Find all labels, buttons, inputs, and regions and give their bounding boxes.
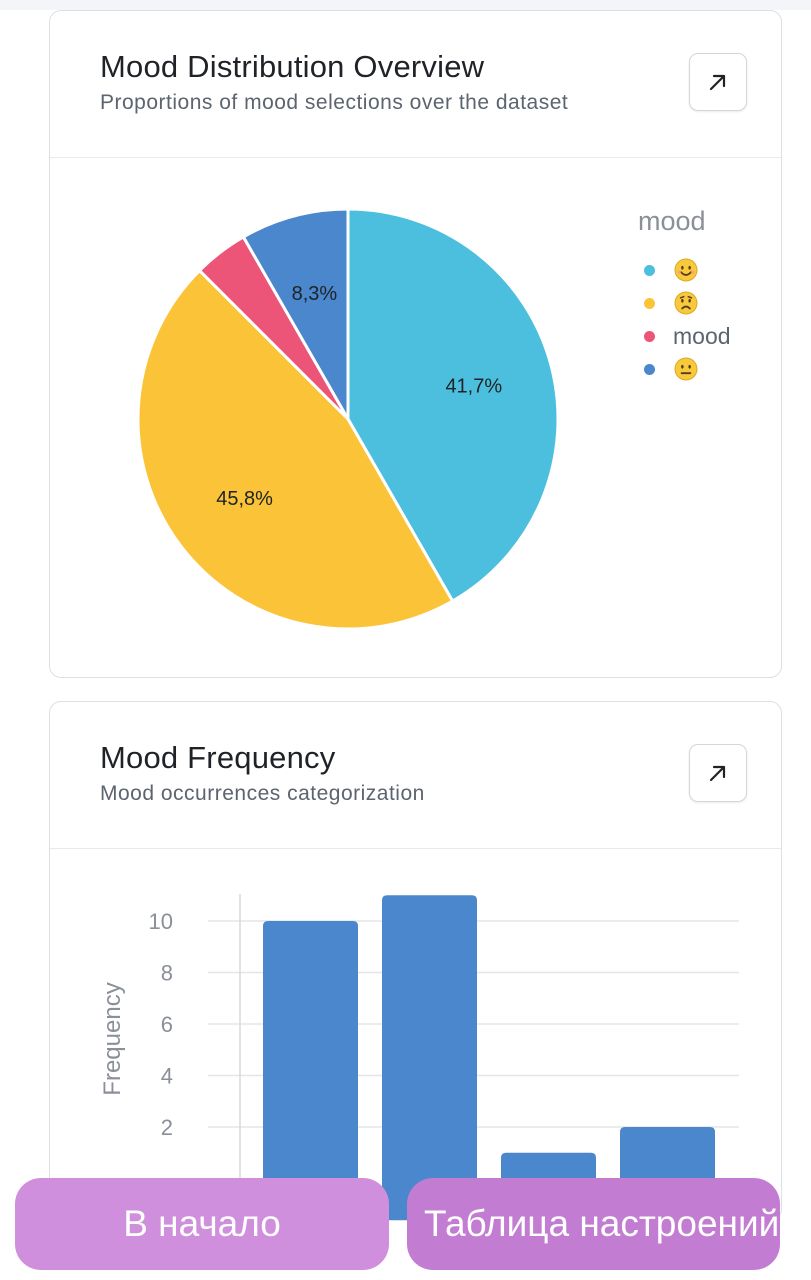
y-tick-label: 2	[161, 1115, 173, 1140]
worried-face-icon: 😟	[674, 291, 698, 315]
expand-button[interactable]	[689, 53, 747, 111]
pie-slice-neutral-face[interactable]	[241, 207, 350, 425]
pie-label-smiling-face: 41,7%	[445, 375, 502, 397]
legend-item-smiling-face[interactable]: 😊	[644, 257, 699, 283]
legend-item-neutral-face[interactable]: 😐	[644, 356, 699, 382]
pie-slice-smiling-face[interactable]	[346, 207, 560, 604]
neutral-face-icon: 😐	[674, 357, 698, 381]
arrow-up-right-icon	[709, 765, 726, 782]
y-tick-label: 4	[161, 1064, 173, 1089]
legend-item-mood[interactable]: mood	[644, 323, 731, 349]
card-header: Mood Distribution Overview Proportions o…	[50, 11, 781, 158]
bar-chart: 2 4 6 8 10 Frequency	[99, 894, 739, 1221]
mood-frequency-card: Mood Frequency Mood occurrences categori…	[49, 701, 782, 1221]
top-strip	[0, 0, 811, 10]
legend-item-worried-face[interactable]: 😟	[644, 290, 699, 316]
legend-dot	[644, 363, 655, 375]
card-title: Mood Distribution Overview	[100, 49, 485, 84]
y-tick-label: 6	[161, 1012, 173, 1037]
card-title: Mood Frequency	[100, 740, 336, 775]
pie-chart: 41,7% 45,8% 8,3%	[136, 207, 560, 631]
legend-dot	[644, 297, 655, 309]
card-subtitle: Mood occurrences categorization	[100, 782, 425, 805]
arrow-up-right-icon	[709, 74, 726, 91]
mood-distribution-card: Mood Distribution Overview Proportions o…	[49, 10, 782, 678]
card-header: Mood Frequency Mood occurrences categori…	[50, 702, 781, 849]
pie-label-worried-face: 45,8%	[216, 488, 273, 510]
home-button[interactable]: В начало	[15, 1178, 389, 1270]
legend-label: mood	[673, 322, 731, 349]
pie-label-neutral-face: 8,3%	[292, 283, 338, 305]
smiling-face-icon: 😊	[674, 258, 698, 282]
y-axis-label: Frequency	[99, 982, 126, 1095]
legend-dot	[644, 264, 655, 276]
card-subtitle: Proportions of mood selections over the …	[100, 91, 569, 114]
legend-title: mood	[638, 206, 706, 236]
bar-1[interactable]	[382, 895, 477, 1221]
bar-0[interactable]	[263, 921, 358, 1221]
expand-button[interactable]	[689, 744, 747, 802]
y-tick-label: 10	[149, 909, 173, 934]
pie-slice-worried-face[interactable]	[136, 268, 455, 631]
mood-table-button[interactable]: Таблица настроений	[407, 1178, 780, 1270]
legend-dot	[644, 330, 655, 342]
y-tick-label: 8	[161, 961, 173, 986]
